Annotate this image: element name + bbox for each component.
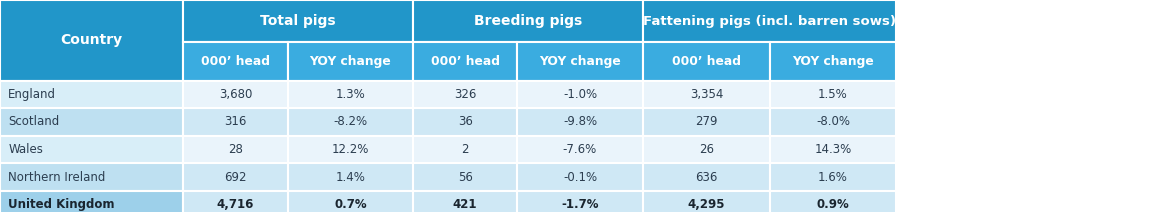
Text: 36: 36 [458, 115, 472, 128]
Bar [0, 0, 183, 81]
Bar [770, 136, 896, 163]
Text: -1.7%: -1.7% [561, 198, 599, 211]
Text: Northern Ireland: Northern Ireland [8, 170, 106, 184]
Bar [413, 108, 517, 136]
Text: -8.0%: -8.0% [815, 115, 850, 128]
Bar [413, 0, 643, 42]
Bar [770, 191, 896, 212]
Text: 326: 326 [454, 88, 477, 101]
Bar [288, 81, 413, 108]
Text: 12.2%: 12.2% [332, 143, 369, 156]
Text: -7.6%: -7.6% [563, 143, 597, 156]
Bar [643, 0, 896, 42]
Text: 279: 279 [695, 115, 718, 128]
Bar [643, 81, 770, 108]
Text: 000’ head: 000’ head [430, 55, 500, 68]
Bar [413, 191, 517, 212]
Bar [288, 136, 413, 163]
Text: 000’ head: 000’ head [672, 55, 741, 68]
Text: 14.3%: 14.3% [814, 143, 851, 156]
Bar [517, 163, 643, 191]
Bar [0, 136, 183, 163]
Text: England: England [8, 88, 56, 101]
Bar [770, 163, 896, 191]
Text: YOY change: YOY change [539, 55, 621, 68]
Bar [183, 136, 288, 163]
Text: 26: 26 [699, 143, 713, 156]
Text: -1.0%: -1.0% [563, 88, 597, 101]
Text: -9.8%: -9.8% [563, 115, 597, 128]
Bar [288, 163, 413, 191]
Text: -8.2%: -8.2% [333, 115, 368, 128]
Text: YOY change: YOY change [792, 55, 873, 68]
Text: 1.4%: 1.4% [335, 170, 365, 184]
Bar [288, 42, 413, 81]
Text: 0.9%: 0.9% [817, 198, 849, 211]
Bar [183, 108, 288, 136]
Bar [183, 0, 413, 42]
Bar [288, 108, 413, 136]
Bar [517, 136, 643, 163]
Text: 28: 28 [229, 143, 242, 156]
Text: 1.5%: 1.5% [818, 88, 848, 101]
Text: Wales: Wales [8, 143, 43, 156]
Text: 1.3%: 1.3% [335, 88, 365, 101]
Bar [643, 191, 770, 212]
Bar [643, 136, 770, 163]
Text: Total pigs: Total pigs [260, 14, 336, 28]
Text: Country: Country [60, 33, 123, 47]
Bar [0, 191, 183, 212]
Text: 56: 56 [458, 170, 472, 184]
Text: 316: 316 [224, 115, 247, 128]
Text: 2: 2 [462, 143, 469, 156]
Bar [183, 81, 288, 108]
Bar [517, 81, 643, 108]
Text: 1.6%: 1.6% [818, 170, 848, 184]
Text: 4,295: 4,295 [688, 198, 725, 211]
Bar [413, 42, 517, 81]
Text: 636: 636 [695, 170, 718, 184]
Text: 3,680: 3,680 [219, 88, 252, 101]
Text: Scotland: Scotland [8, 115, 59, 128]
Bar [643, 163, 770, 191]
Text: 4,716: 4,716 [217, 198, 254, 211]
Bar [517, 108, 643, 136]
Bar [183, 163, 288, 191]
Bar [770, 42, 896, 81]
Text: 421: 421 [452, 198, 478, 211]
Bar [0, 108, 183, 136]
Bar [643, 108, 770, 136]
Bar [413, 136, 517, 163]
Text: Fattening pigs (incl. barren sows): Fattening pigs (incl. barren sows) [643, 15, 896, 28]
Text: -0.1%: -0.1% [563, 170, 597, 184]
Text: 3,354: 3,354 [690, 88, 723, 101]
Bar [517, 191, 643, 212]
Bar [0, 81, 183, 108]
Bar [413, 81, 517, 108]
Bar [288, 191, 413, 212]
Bar [183, 191, 288, 212]
Text: 692: 692 [224, 170, 247, 184]
Bar [413, 163, 517, 191]
Text: Breeding pigs: Breeding pigs [473, 14, 582, 28]
Bar [0, 163, 183, 191]
Bar [643, 42, 770, 81]
Bar [183, 42, 288, 81]
Bar [770, 108, 896, 136]
Text: 0.7%: 0.7% [334, 198, 367, 211]
Text: 000’ head: 000’ head [201, 55, 270, 68]
Text: YOY change: YOY change [310, 55, 391, 68]
Text: United Kingdom: United Kingdom [8, 198, 115, 211]
Bar [770, 81, 896, 108]
Bar [517, 42, 643, 81]
